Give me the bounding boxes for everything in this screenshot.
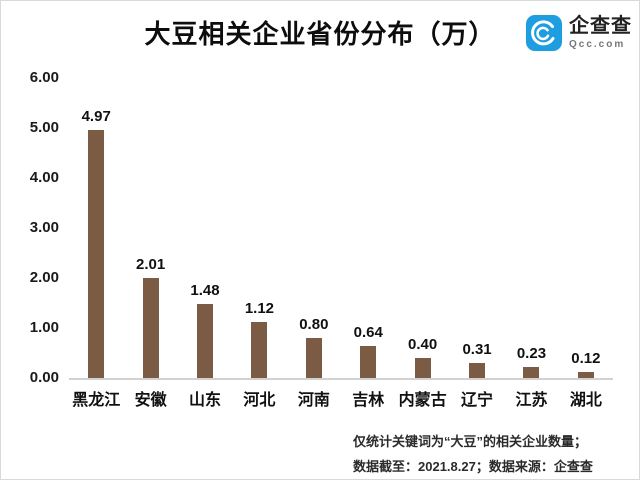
bar-column: 0.31	[450, 78, 504, 378]
bar	[88, 129, 105, 378]
bar-column: 2.01	[123, 78, 177, 378]
bar-column: 4.97	[69, 78, 123, 378]
category-label: 江苏	[515, 392, 548, 409]
bar-column: 0.64	[341, 78, 395, 378]
y-tick-label: 6.00	[29, 69, 59, 86]
bar-value-label: 0.64	[353, 324, 383, 341]
y-tick-label: 2.00	[29, 269, 59, 286]
bar-column: 1.12	[232, 78, 286, 378]
bar-value-label: 0.12	[571, 350, 601, 367]
category-label: 河北	[243, 392, 276, 409]
logo-domain: Qcc.com	[569, 39, 626, 50]
footnote-line-2: 数据截至：2021.8.27；数据来源：企查查	[353, 459, 593, 474]
category-label: 河南	[297, 392, 330, 409]
qcc-logo-icon	[526, 15, 562, 51]
bar-value-label: 0.23	[516, 344, 547, 362]
bar	[360, 346, 377, 378]
bar	[414, 358, 431, 378]
footnote: 仅统计关键词为“大豆”的相关企业数量； 数据截至：2021.8.27；数据来源：…	[353, 429, 593, 479]
bar	[142, 277, 159, 378]
category-label: 山东	[189, 392, 222, 409]
bar-column: 0.80	[287, 78, 341, 378]
bar-column: 0.40	[395, 78, 449, 378]
bar-value-label: 2.01	[136, 255, 166, 273]
y-tick-label: 4.00	[29, 169, 59, 186]
bar-column: 0.12	[559, 78, 613, 378]
bar	[305, 338, 322, 378]
y-tick-label: 3.00	[29, 219, 59, 236]
y-tick-label: 5.00	[29, 119, 59, 136]
category-label: 黑龙江	[72, 392, 121, 409]
bar	[469, 362, 486, 378]
y-tick-label: 1.00	[29, 319, 59, 336]
bar-value-label: 0.80	[299, 316, 329, 333]
logo-text: 企查查 Qcc.com	[569, 14, 632, 50]
bar-column: 0.23	[504, 78, 558, 378]
chart-title: 大豆相关企业省份分布（万）	[144, 19, 496, 49]
footnote-line-1: 仅统计关键词为“大豆”的相关企业数量；	[353, 434, 588, 449]
category-row: 黑龙江 安徽 山东 河北 河南 吉林 内蒙古 辽宁 江苏 湖北	[69, 386, 613, 410]
bar-value-label: 0.40	[408, 336, 438, 353]
bar	[523, 366, 540, 378]
category-label: 辽宁	[461, 392, 494, 409]
y-axis: 6.00 5.00 4.00 3.00 2.00 1.00 0.00	[1, 69, 59, 386]
bar-value-label: 1.12	[244, 300, 275, 317]
logo-brand-name: 企查查	[569, 15, 632, 37]
category-label: 湖北	[569, 392, 602, 409]
plot-area: 4.97 2.01 1.48 1.12 0.80 0.64 0.40 0.31 0.23 0.12	[69, 78, 613, 380]
bar-value-label: 1.48	[190, 282, 220, 299]
bar	[577, 372, 594, 378]
category-label: 吉林	[352, 392, 385, 409]
bar	[251, 322, 268, 378]
bar-column: 1.48	[178, 78, 232, 378]
category-label: 安徽	[134, 392, 167, 409]
category-label: 内蒙古	[398, 392, 447, 409]
bar-value-label: 0.31	[462, 340, 492, 358]
bar	[197, 304, 214, 378]
bar-value-label: 4.97	[81, 107, 111, 125]
qcc-logo: 企查查 Qcc.com	[525, 14, 632, 52]
y-tick-label: 0.00	[29, 369, 59, 386]
